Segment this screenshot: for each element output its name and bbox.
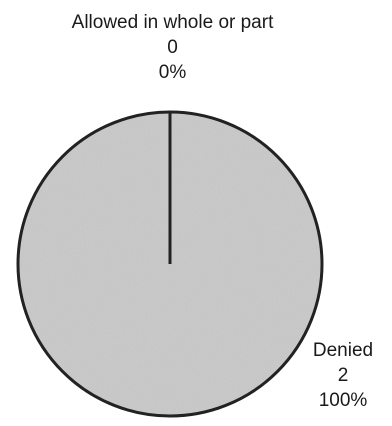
slice-label-denied-name: Denied [312,340,374,361]
pie-outline [16,110,324,418]
slice-label-allowed-value: 0 [167,37,178,58]
slice-label-denied: Denied 2 100% [296,338,390,413]
slice-label-allowed: Allowed in whole or part 0 0% [30,10,315,85]
slice-label-denied-percent: 100% [318,390,368,411]
pie-slices [16,110,324,418]
slice-label-allowed-name: Allowed in whole or part [71,12,274,33]
slice-label-denied-value: 2 [337,365,349,386]
slice-label-allowed-percent: 0% [158,62,187,83]
